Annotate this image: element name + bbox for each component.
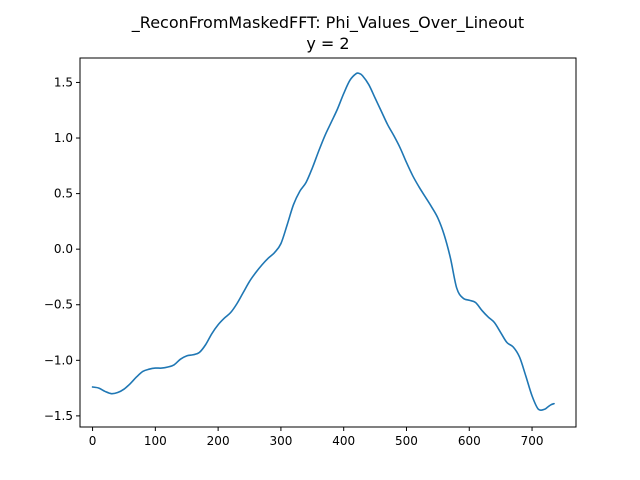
x-tick-label: 600	[458, 434, 481, 448]
y-tick-label: 1.0	[54, 131, 73, 145]
chart-subtitle: y = 2	[306, 34, 349, 53]
y-axis: −1.5 −1.0 −0.5 0.0 0.5 1.0 1.5	[44, 75, 80, 423]
x-tick-label: 100	[144, 434, 167, 448]
x-axis: 0 100 200 300 400 500 600 700	[89, 427, 544, 448]
x-tick-label: 500	[395, 434, 418, 448]
x-tick-label: 200	[207, 434, 230, 448]
chart-title: _ReconFromMaskedFFT: Phi_Values_Over_Lin…	[131, 13, 524, 33]
y-tick-label: −1.5	[44, 409, 73, 423]
series-layer	[91, 72, 555, 412]
x-tick-label: 300	[269, 434, 292, 448]
y-tick-label: −1.0	[44, 353, 73, 367]
y-tick-label: −0.5	[44, 298, 73, 312]
y-tick-label: 1.5	[54, 75, 73, 89]
series-line-phi	[91, 72, 555, 412]
y-tick-label: 0.0	[54, 242, 73, 256]
y-tick-label: 0.5	[54, 187, 73, 201]
x-tick-label: 0	[89, 434, 97, 448]
x-tick-label: 700	[521, 434, 544, 448]
plot-frame	[79, 57, 577, 428]
x-tick-label: 400	[332, 434, 355, 448]
